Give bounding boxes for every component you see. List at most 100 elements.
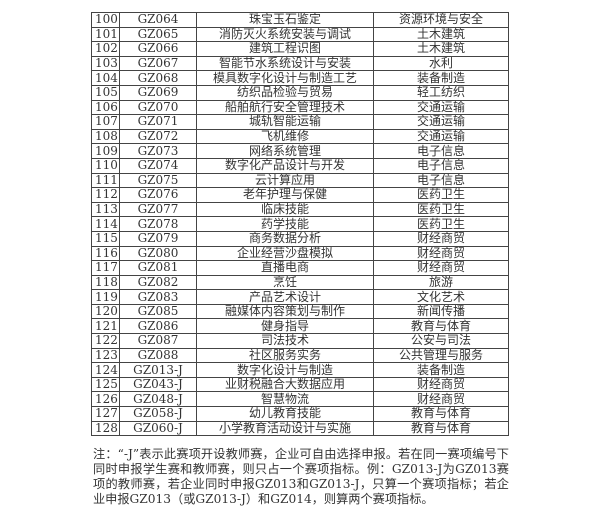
table-row: 108 GZ072 飞机维修 交通运输 (91, 128, 509, 145)
category: 教育与体育 (373, 420, 509, 437)
competition-code: GZ086 (119, 318, 197, 335)
table-row: 101 GZ065 消防灭火系统安装与调试 土木建筑 (91, 26, 509, 43)
competition-name: 消防灭火系统安装与调试 (196, 26, 374, 43)
category: 交通运输 (373, 114, 509, 130)
row-number: 124 (91, 362, 120, 378)
competition-name: 云计算应用 (196, 172, 374, 189)
row-number: 109 (91, 143, 120, 159)
row-number: 100 (91, 12, 120, 28)
competition-name: 建筑工程识图 (196, 41, 374, 57)
row-number: 101 (91, 26, 120, 43)
row-number: 122 (91, 333, 120, 349)
category: 轻工纺织 (373, 84, 509, 101)
category: 医药卫生 (373, 187, 509, 203)
row-number: 120 (91, 303, 120, 320)
category: 电子信息 (373, 143, 509, 159)
competition-name: 珠宝玉石鉴定 (196, 12, 374, 28)
competition-code: GZ087 (119, 333, 197, 349)
competition-code: GZ078 (119, 216, 197, 232)
category: 公安与司法 (373, 333, 509, 349)
table-row: 120 GZ085 融媒体内容策划与制作 新闻传播 (91, 303, 509, 320)
row-number: 104 (91, 70, 120, 86)
competition-table: 100 GZ064 珠宝玉石鉴定 资源环境与安全 101 GZ065 消防灭火系统安装与调试… (91, 12, 509, 437)
table-row: 111 GZ075 云计算应用 电子信息 (91, 172, 509, 189)
competition-code: GZ060-J (119, 420, 197, 437)
row-number: 123 (91, 347, 120, 364)
row-number: 118 (91, 274, 120, 291)
table-row: 118 GZ082 烹饪 旅游 (91, 274, 509, 291)
competition-name: 社区服务实务 (196, 347, 374, 364)
competition-name: 企业经营沙盘模拟 (196, 245, 374, 262)
competition-code: GZ048-J (119, 391, 197, 408)
row-number: 125 (91, 376, 120, 393)
competition-name: 模具数字化设计与制造工艺 (196, 70, 374, 86)
table-row: 115 GZ079 商务数据分析 财经商贸 (91, 230, 509, 247)
row-number: 107 (91, 114, 120, 130)
table-row: 104 GZ068 模具数字化设计与制造工艺 装备制造 (91, 70, 509, 86)
competition-name: 网络系统管理 (196, 143, 374, 159)
table-row: 100 GZ064 珠宝玉石鉴定 资源环境与安全 (91, 12, 509, 28)
competition-name: 幼儿教育技能 (196, 406, 374, 422)
row-number: 106 (91, 99, 120, 116)
table-row: 116 GZ080 企业经营沙盘模拟 财经商贸 (91, 245, 509, 262)
category: 水利 (373, 55, 509, 72)
competition-name: 融媒体内容策划与制作 (196, 303, 374, 320)
competition-name: 飞机维修 (196, 128, 374, 145)
row-number: 119 (91, 289, 120, 305)
competition-name: 城轨智能运输 (196, 114, 374, 130)
row-number: 114 (91, 216, 120, 232)
table-row: 109 GZ073 网络系统管理 电子信息 (91, 143, 509, 159)
table-row: 127 GZ058-J 幼儿教育技能 教育与体育 (91, 406, 509, 422)
category: 医药卫生 (373, 216, 509, 232)
row-number: 111 (91, 172, 120, 189)
competition-code: GZ083 (119, 289, 197, 305)
row-number: 115 (91, 230, 120, 247)
competition-code: GZ068 (119, 70, 197, 86)
competition-code: GZ070 (119, 99, 197, 116)
row-number: 108 (91, 128, 120, 145)
table-row: 102 GZ066 建筑工程识图 土木建筑 (91, 41, 509, 57)
table-row: 124 GZ013-J 数字化设计与制造 装备制造 (91, 362, 509, 378)
competition-name: 老年护理与保健 (196, 187, 374, 203)
category: 文化艺术 (373, 289, 509, 305)
category: 教育与体育 (373, 318, 509, 335)
competition-code: GZ071 (119, 114, 197, 130)
category: 电子信息 (373, 157, 509, 174)
category: 交通运输 (373, 128, 509, 145)
category: 土木建筑 (373, 26, 509, 43)
row-number: 113 (91, 201, 120, 218)
table-row: 106 GZ070 船舶航行安全管理技术 交通运输 (91, 99, 509, 116)
competition-name: 智慧物流 (196, 391, 374, 408)
competition-code: GZ066 (119, 41, 197, 57)
category: 财经商贸 (373, 376, 509, 393)
category: 土木建筑 (373, 41, 509, 57)
competition-name: 智能节水系统设计与安装 (196, 55, 374, 72)
row-number: 126 (91, 391, 120, 408)
competition-name: 产品艺术设计 (196, 289, 374, 305)
category: 交通运输 (373, 99, 509, 116)
category: 电子信息 (373, 172, 509, 189)
footnote: 注：“-J”表示此赛项开设教师赛，企业可自由选择申报。若在同一赛项编号下同时申报… (93, 447, 509, 506)
competition-code: GZ079 (119, 230, 197, 247)
row-number: 127 (91, 406, 120, 422)
category: 旅游 (373, 274, 509, 291)
table-row: 121 GZ086 健身指导 教育与体育 (91, 318, 509, 335)
table-row: 117 GZ081 直播电商 财经商贸 (91, 260, 509, 276)
competition-code: GZ064 (119, 12, 197, 28)
competition-name: 药学技能 (196, 216, 374, 232)
table-row: 126 GZ048-J 智慧物流 财经商贸 (91, 391, 509, 408)
table-row: 123 GZ088 社区服务实务 公共管理与服务 (91, 347, 509, 364)
competition-code: GZ075 (119, 172, 197, 189)
competition-name: 烹饪 (196, 274, 374, 291)
row-number: 117 (91, 260, 120, 276)
competition-name: 纺织品检验与贸易 (196, 84, 374, 101)
category: 装备制造 (373, 70, 509, 86)
table-row: 103 GZ067 智能节水系统设计与安装 水利 (91, 55, 509, 72)
table-row: 125 GZ043-J 业财税融合大数据应用 财经商贸 (91, 376, 509, 393)
table-body: 100 GZ064 珠宝玉石鉴定 资源环境与安全 101 GZ065 消防灭火系统安装与调试… (91, 12, 509, 437)
competition-name: 数字化设计与制造 (196, 362, 374, 378)
competition-code: GZ067 (119, 55, 197, 72)
category: 财经商贸 (373, 260, 509, 276)
competition-code: GZ058-J (119, 406, 197, 422)
category: 公共管理与服务 (373, 347, 509, 364)
